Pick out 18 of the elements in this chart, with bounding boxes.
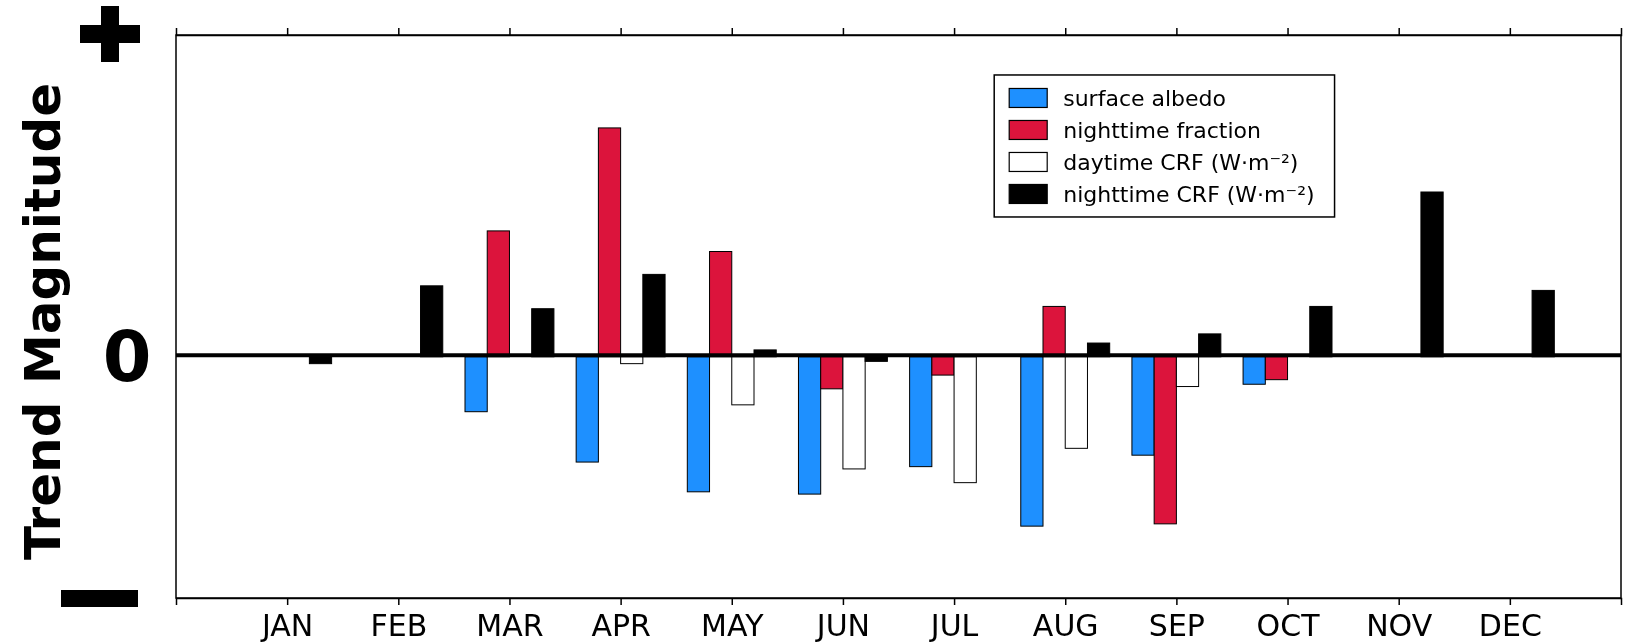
x-tick-label: APR — [591, 608, 651, 644]
x-tick-label: AUG — [1032, 608, 1099, 644]
legend-label: nighttime CRF (W·m⁻²) — [1063, 181, 1315, 207]
ref-line-label: 0 — [102, 315, 152, 398]
legend-label: nighttime fraction — [1063, 117, 1261, 143]
x-tick-label: JUL — [928, 608, 979, 644]
x-tick-label: OCT — [1256, 608, 1321, 644]
x-tick-label: JUN — [814, 608, 871, 644]
x-tick-label: SEP — [1148, 608, 1205, 644]
x-tick-label: MAY — [701, 608, 765, 644]
x-tick-label: JAN — [260, 608, 314, 644]
x-tick-label: DEC — [1478, 608, 1542, 644]
legend-label: surface albedo — [1063, 85, 1227, 111]
legend-label: daytime CRF (W·m⁻²) — [1063, 149, 1299, 175]
x-tick-label: NOV — [1366, 608, 1433, 644]
x-tick-label: MAR — [476, 608, 544, 644]
x-tick-label: FEB — [370, 608, 428, 644]
y-axis-title: Trend Magnitude — [14, 82, 72, 561]
